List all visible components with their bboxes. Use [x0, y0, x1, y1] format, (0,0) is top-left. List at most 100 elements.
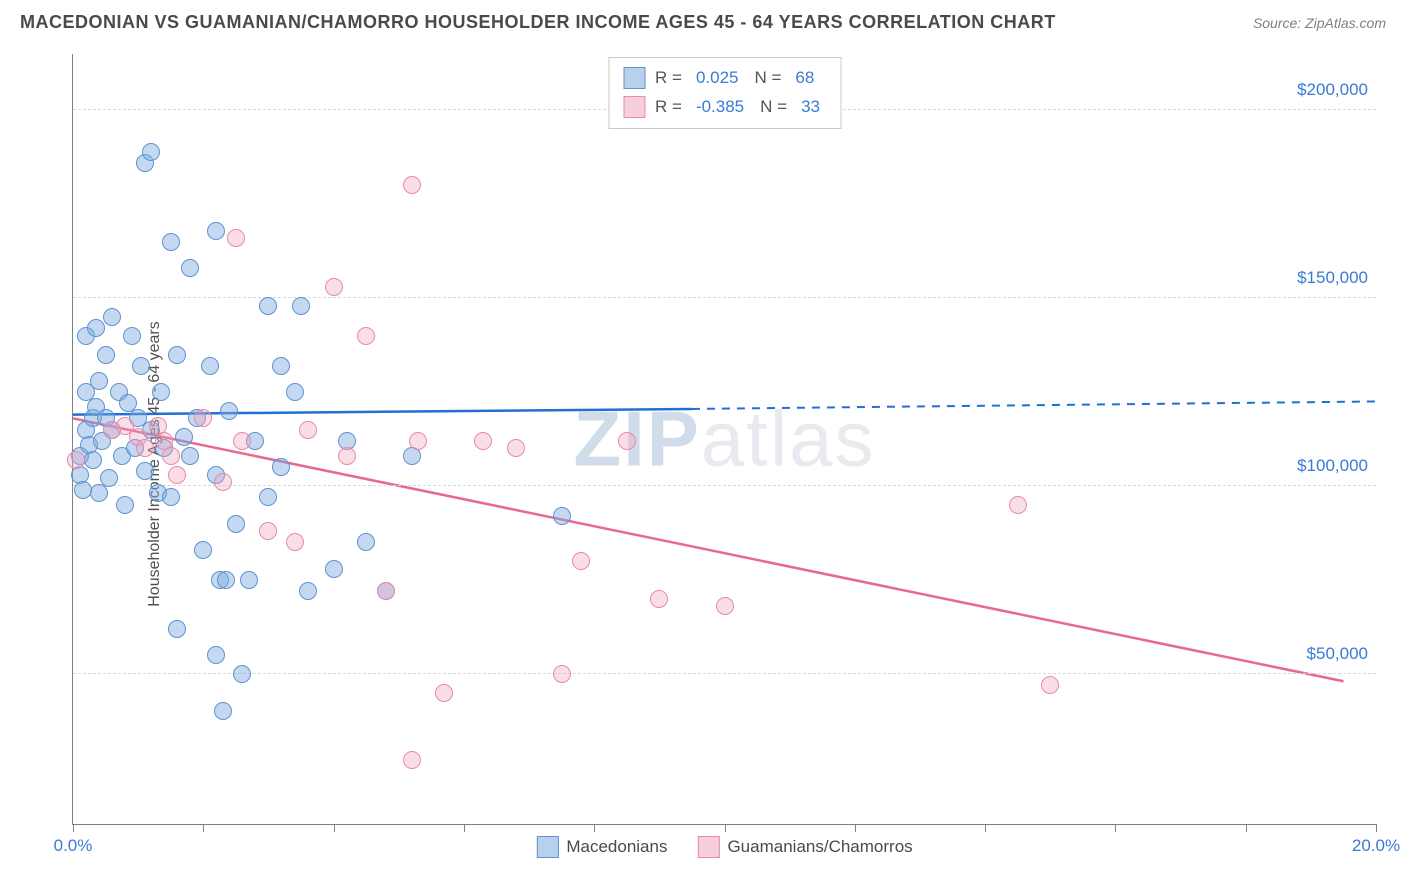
data-point [377, 582, 395, 600]
data-point [142, 143, 160, 161]
data-point [403, 176, 421, 194]
data-point [227, 515, 245, 533]
x-tick [725, 824, 726, 832]
data-point [409, 432, 427, 450]
data-point [325, 560, 343, 578]
data-point [1009, 496, 1027, 514]
x-tick-label: 20.0% [1352, 836, 1400, 856]
data-point [299, 421, 317, 439]
data-point [299, 582, 317, 600]
legend-item-guamanians: Guamanians/Chamorros [697, 836, 912, 858]
x-tick [1246, 824, 1247, 832]
data-point [220, 402, 238, 420]
x-tick [73, 824, 74, 832]
swatch-pink [623, 96, 645, 118]
data-point [132, 357, 150, 375]
series-legend: Macedonians Guamanians/Chamorros [536, 836, 912, 858]
n-value-pink: 33 [801, 93, 820, 122]
legend-label-guamanians: Guamanians/Chamorros [727, 837, 912, 857]
r-value-pink: -0.385 [696, 93, 744, 122]
data-point [618, 432, 636, 450]
data-point [97, 346, 115, 364]
data-point [650, 590, 668, 608]
data-point [116, 496, 134, 514]
source-label: Source: ZipAtlas.com [1253, 15, 1386, 31]
data-point [123, 327, 141, 345]
gridline-h [73, 485, 1376, 486]
legend-row-macedonians: R = 0.025 N = 68 [623, 64, 826, 93]
data-point [168, 466, 186, 484]
data-point [507, 439, 525, 457]
source-prefix: Source: [1253, 15, 1305, 31]
data-point [207, 222, 225, 240]
data-point [74, 481, 92, 499]
data-point [553, 665, 571, 683]
r-label: R = [655, 93, 682, 122]
data-point [168, 346, 186, 364]
correlation-legend: R = 0.025 N = 68 R = -0.385 N = 33 [608, 57, 841, 129]
n-label: N = [754, 64, 781, 93]
legend-item-macedonians: Macedonians [536, 836, 667, 858]
data-point [292, 297, 310, 315]
data-point [103, 308, 121, 326]
data-point [194, 409, 212, 427]
r-value-blue: 0.025 [696, 64, 739, 93]
data-point [474, 432, 492, 450]
data-point [272, 458, 290, 476]
y-tick-label: $50,000 [1307, 644, 1368, 664]
data-point [90, 484, 108, 502]
data-point [357, 327, 375, 345]
swatch-pink [697, 836, 719, 858]
data-point [403, 751, 421, 769]
y-tick-label: $100,000 [1297, 456, 1368, 476]
x-tick [1115, 824, 1116, 832]
data-point [259, 522, 277, 540]
data-point [572, 552, 590, 570]
data-point [162, 233, 180, 251]
data-point [716, 597, 734, 615]
watermark-zip: ZIP [573, 395, 700, 483]
chart-container: Householder Income Ages 45 - 64 years ZI… [20, 48, 1386, 880]
swatch-blue [536, 836, 558, 858]
data-point [227, 229, 245, 247]
data-point [1041, 676, 1059, 694]
y-tick-label: $150,000 [1297, 268, 1368, 288]
plot-area: ZIPatlas R = 0.025 N = 68 R = -0.385 N =… [72, 54, 1376, 825]
data-point [214, 702, 232, 720]
x-tick [464, 824, 465, 832]
data-point [136, 439, 154, 457]
y-tick-label: $200,000 [1297, 80, 1368, 100]
data-point [181, 259, 199, 277]
data-point [233, 432, 251, 450]
x-tick [985, 824, 986, 832]
data-point [553, 507, 571, 525]
trend-line-solid [73, 418, 1343, 681]
trend-line-solid [73, 409, 692, 415]
data-point [162, 488, 180, 506]
data-point [84, 451, 102, 469]
data-point [201, 357, 219, 375]
data-point [67, 451, 85, 469]
data-point [181, 447, 199, 465]
source-name: ZipAtlas.com [1305, 15, 1386, 31]
n-label: N = [760, 93, 787, 122]
legend-row-guamanians: R = -0.385 N = 33 [623, 93, 826, 122]
x-tick [203, 824, 204, 832]
data-point [217, 571, 235, 589]
data-point [435, 684, 453, 702]
data-point [259, 488, 277, 506]
watermark-atlas: atlas [701, 395, 876, 483]
data-point [259, 297, 277, 315]
data-point [357, 533, 375, 551]
trend-lines [73, 54, 1376, 824]
data-point [338, 447, 356, 465]
data-point [233, 665, 251, 683]
data-point [162, 447, 180, 465]
x-tick [855, 824, 856, 832]
legend-label-macedonians: Macedonians [566, 837, 667, 857]
data-point [207, 646, 225, 664]
x-tick [594, 824, 595, 832]
x-tick [334, 824, 335, 832]
data-point [194, 541, 212, 559]
data-point [152, 383, 170, 401]
